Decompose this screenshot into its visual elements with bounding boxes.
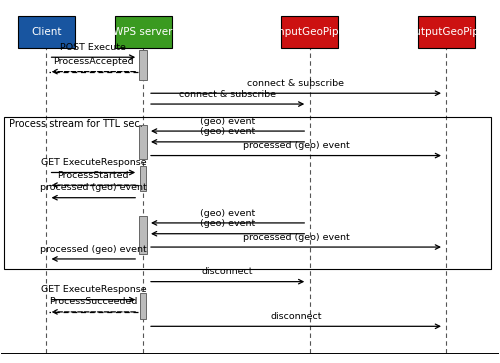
Text: InputGeoPipe: InputGeoPipe — [274, 27, 344, 37]
Text: ProcessAccepted: ProcessAccepted — [53, 57, 134, 66]
Text: OutputGeoPipe: OutputGeoPipe — [407, 27, 486, 37]
Text: (geo) event: (geo) event — [200, 127, 255, 136]
Text: processed (geo) event: processed (geo) event — [242, 141, 350, 150]
Text: connect & subscribe: connect & subscribe — [179, 90, 276, 99]
Text: (geo) event: (geo) event — [200, 219, 255, 228]
Text: ProcessStarted: ProcessStarted — [58, 171, 129, 180]
Text: processed (geo) event: processed (geo) event — [40, 183, 147, 192]
Text: connect & subscribe: connect & subscribe — [248, 79, 344, 88]
Text: Process stream for TTL sec.: Process stream for TTL sec. — [9, 119, 142, 129]
Bar — [139, 50, 147, 80]
Bar — [140, 293, 146, 319]
Bar — [418, 16, 475, 48]
Text: processed (geo) event: processed (geo) event — [242, 233, 350, 242]
Text: GET ExecuteResponse: GET ExecuteResponse — [40, 285, 146, 294]
Bar — [114, 16, 172, 48]
Text: (geo) event: (geo) event — [200, 117, 255, 126]
Bar — [139, 125, 147, 159]
Text: POST Execute: POST Execute — [60, 43, 126, 52]
Text: Client: Client — [31, 27, 62, 37]
Text: disconnect: disconnect — [270, 312, 322, 321]
Bar — [4, 117, 491, 269]
Text: WPS server: WPS server — [114, 27, 173, 37]
Bar — [281, 16, 338, 48]
Bar — [139, 216, 147, 253]
Text: disconnect: disconnect — [202, 267, 254, 276]
Text: ProcessSucceeded: ProcessSucceeded — [49, 298, 138, 306]
Text: processed (geo) event: processed (geo) event — [40, 245, 147, 253]
Text: GET ExecuteResponse: GET ExecuteResponse — [40, 158, 146, 167]
Bar — [140, 166, 146, 191]
Text: (geo) event: (geo) event — [200, 208, 255, 217]
Bar — [18, 16, 74, 48]
